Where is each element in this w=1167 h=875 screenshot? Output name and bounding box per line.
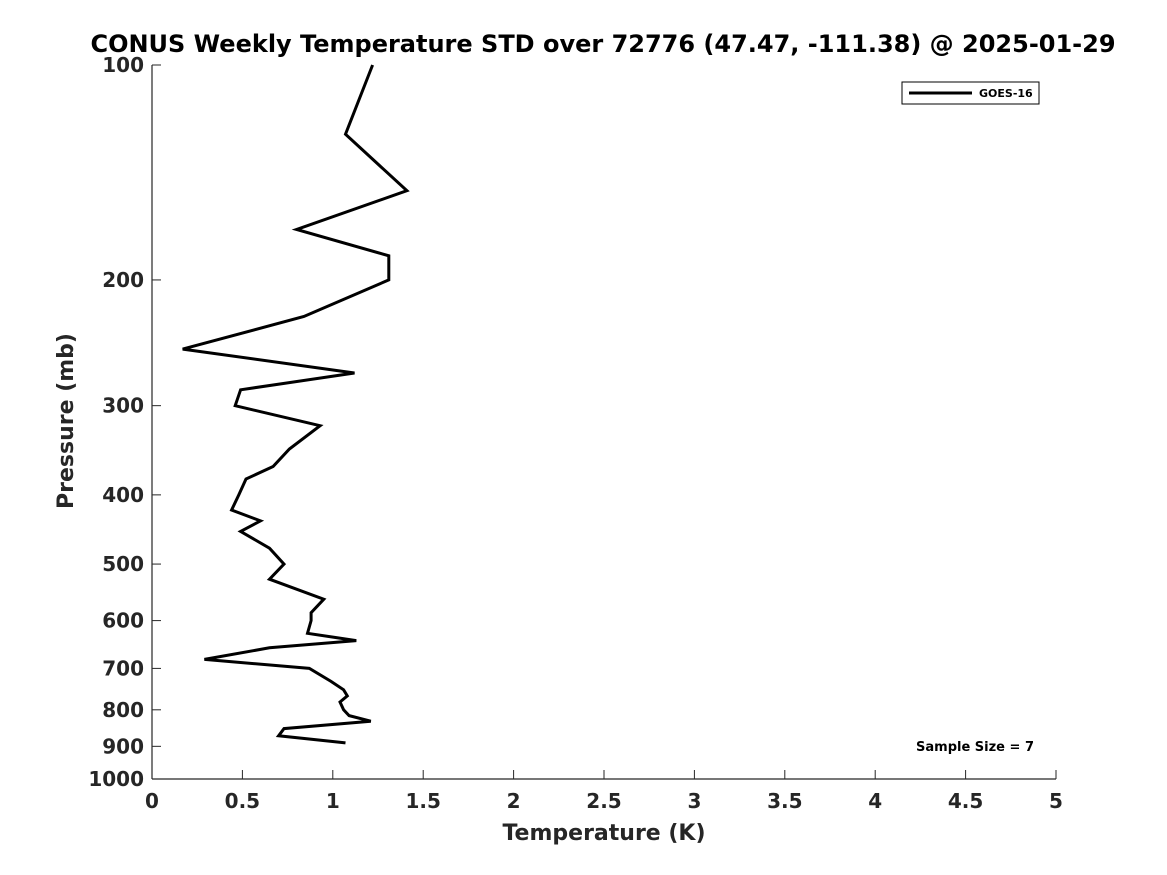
x-axis-label: Temperature (K) <box>502 821 705 846</box>
y-tick-label: 500 <box>102 552 144 576</box>
x-axis-ticks: 0 0.5 1 1.5 2 2.5 3 3.5 4 4.5 5 <box>145 770 1063 813</box>
y-tick-label: 800 <box>102 698 144 722</box>
x-tick-label: 5 <box>1049 789 1063 813</box>
y-tick-label: 600 <box>102 609 144 633</box>
x-tick-label: 2.5 <box>586 789 621 813</box>
chart-title: CONUS Weekly Temperature STD over 72776 … <box>90 30 1115 58</box>
sample-size-annotation: Sample Size = 7 <box>916 740 1034 755</box>
x-tick-label: 0 <box>145 789 159 813</box>
series-layer <box>182 64 410 745</box>
x-tick-label: 2 <box>507 789 521 813</box>
y-tick-label: 300 <box>102 394 144 418</box>
x-tick-label: 1 <box>326 789 340 813</box>
legend: GOES-16 <box>901 81 1040 105</box>
y-axis-ticks: 100 200 300 400 500 600 700 800 900 1000 <box>88 53 161 791</box>
y-tick-label: 1000 <box>88 767 144 791</box>
x-tick-label: 0.5 <box>225 789 260 813</box>
y-tick-label: 100 <box>102 53 144 77</box>
y-tick-label: 900 <box>102 734 144 758</box>
y-tick-label: 400 <box>102 483 144 507</box>
x-tick-label: 4 <box>868 789 882 813</box>
y-tick-label: 700 <box>102 656 144 680</box>
series-line-goes-16 <box>182 64 410 745</box>
legend-label-goes16: GOES-16 <box>979 87 1033 100</box>
x-tick-label: 4.5 <box>948 789 983 813</box>
axes <box>151 65 1056 780</box>
x-tick-label: 3 <box>687 789 701 813</box>
y-tick-label: 200 <box>102 268 144 292</box>
y-axis-label: Pressure (mb) <box>54 333 79 509</box>
x-tick-label: 1.5 <box>405 789 440 813</box>
x-tick-label: 3.5 <box>767 789 802 813</box>
